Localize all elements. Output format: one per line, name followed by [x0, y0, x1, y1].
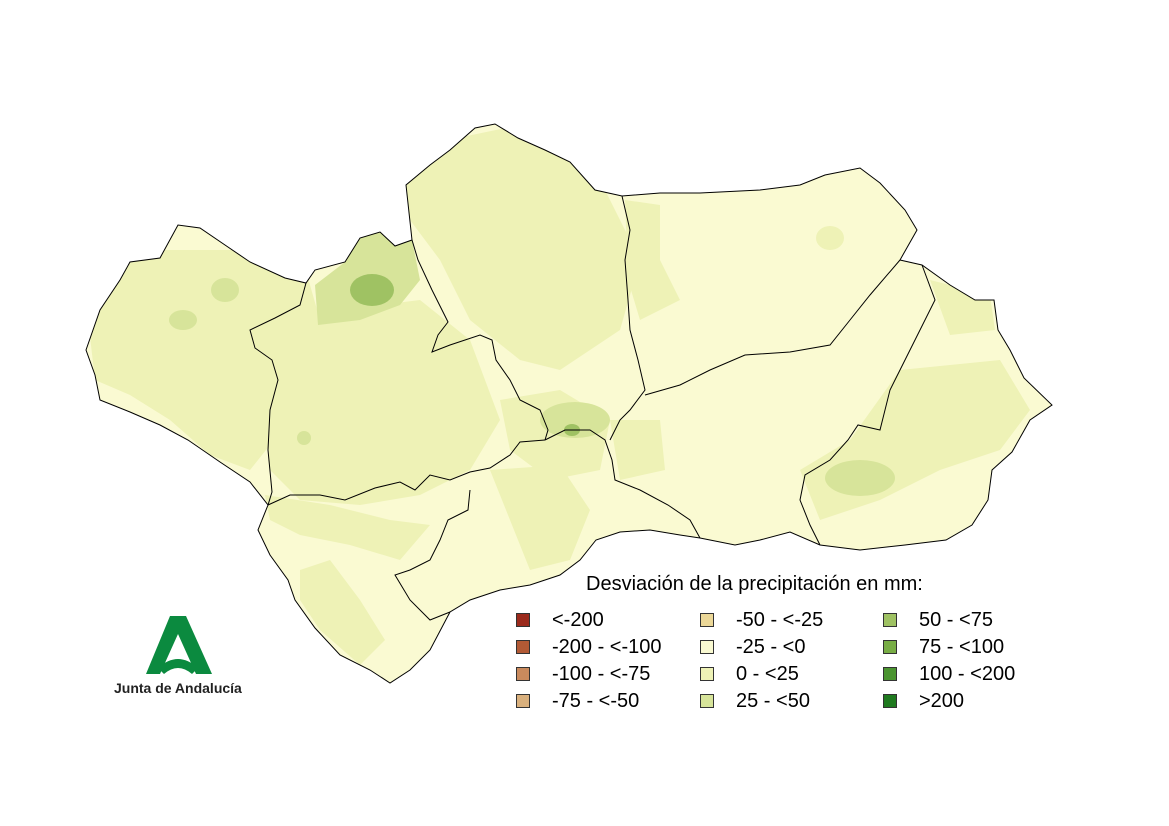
legend-label: 0 - <25: [736, 663, 799, 685]
junta-logo-icon: [146, 616, 212, 674]
legend-label: 25 - <50: [736, 690, 810, 712]
legend-swatch: [883, 613, 897, 627]
legend-label: -50 - <-25: [736, 609, 824, 631]
legend-swatch: [516, 667, 530, 681]
zone-cadiz-south: [300, 560, 385, 665]
legend-label: >200: [919, 690, 965, 712]
legend-swatch: [516, 613, 530, 627]
legend-swatch: [883, 694, 897, 708]
border-sevilla-cordoba: [411, 239, 549, 441]
border-huelva-sevilla: [249, 282, 307, 506]
border-granada-almeria: [799, 264, 936, 546]
zone-malaga-west: [490, 465, 590, 570]
precipitation-zones: [86, 125, 1030, 665]
legend-title: Desviación de la precipitación en mm:: [586, 573, 923, 595]
zone-jaen-west: [625, 200, 680, 320]
border-sevilla-cadiz: [267, 439, 546, 506]
legend-swatch: [700, 613, 714, 627]
legend-swatch: [516, 694, 530, 708]
legend-label: <-200: [552, 609, 604, 631]
legend-swatch: [700, 694, 714, 708]
zone-granada-west: [610, 420, 665, 480]
zone-west-huelva: [86, 250, 320, 470]
zone-huelva-spot-1: [211, 278, 239, 302]
map-region: [85, 123, 1053, 684]
zone-jaen-spot: [816, 226, 844, 250]
legend-swatch: [883, 667, 897, 681]
legend-swatch: [883, 640, 897, 654]
logo-text: Junta de Andalucía: [114, 680, 242, 696]
legend-label: 100 - <200: [919, 663, 1016, 685]
border-jaen-granada: [644, 259, 901, 396]
zone-almeria-spot: [825, 460, 895, 496]
zone-sevilla-spot: [297, 431, 311, 445]
border-cordoba-jaen: [609, 195, 646, 441]
legend-label: 75 - <100: [919, 636, 1005, 658]
border-cadiz-malaga: [394, 489, 471, 621]
zone-cadiz-north: [265, 495, 430, 560]
zone-cordoba-north: [400, 125, 640, 370]
legend-swatch: [700, 667, 714, 681]
province-borders: [85, 123, 1053, 684]
legend-swatch: [516, 640, 530, 654]
legend-label: 50 - <75: [919, 609, 993, 631]
zone-huelva-spot-2: [169, 310, 197, 330]
legend-swatch: [700, 640, 714, 654]
legend-label: -100 - <-75: [552, 663, 651, 685]
legend-label: -75 - <-50: [552, 690, 640, 712]
border-sevilla-malaga: [544, 429, 701, 539]
legend-label: -200 - <-100: [552, 636, 662, 658]
zone-cordoba-spot: [540, 402, 610, 438]
zone-sevilla-west: [260, 300, 500, 505]
legend-label: -25 - <0: [736, 636, 806, 658]
logo-mark: [146, 616, 212, 674]
zone-sierra-core: [350, 274, 394, 306]
